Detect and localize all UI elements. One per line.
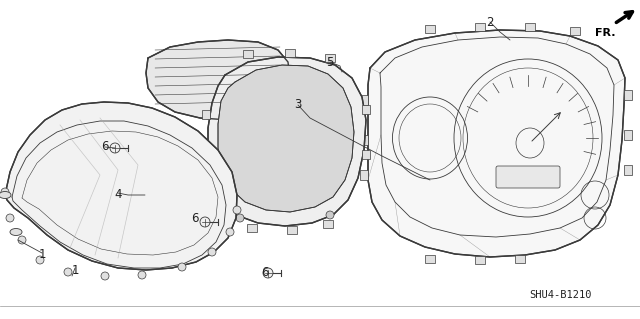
- Circle shape: [6, 214, 14, 222]
- Circle shape: [200, 217, 210, 227]
- Circle shape: [326, 211, 334, 219]
- Bar: [323, 220, 333, 228]
- Circle shape: [236, 214, 244, 222]
- Text: 6: 6: [261, 265, 269, 278]
- Text: 6: 6: [191, 211, 199, 225]
- Ellipse shape: [0, 191, 11, 198]
- Text: 1: 1: [38, 249, 45, 262]
- Polygon shape: [146, 40, 290, 120]
- Bar: [287, 226, 297, 234]
- Bar: [285, 49, 295, 57]
- Circle shape: [101, 272, 109, 280]
- Bar: [360, 95, 368, 105]
- Bar: [360, 170, 368, 180]
- Circle shape: [178, 263, 186, 271]
- Polygon shape: [368, 30, 625, 257]
- Bar: [475, 256, 485, 264]
- Bar: [362, 105, 370, 114]
- Text: 2: 2: [486, 16, 493, 28]
- Bar: [247, 224, 257, 232]
- FancyBboxPatch shape: [496, 166, 560, 188]
- Text: 1: 1: [71, 263, 79, 277]
- Polygon shape: [208, 57, 366, 226]
- Circle shape: [138, 271, 146, 279]
- Text: 4: 4: [115, 189, 122, 202]
- Circle shape: [110, 143, 120, 153]
- Bar: [362, 150, 370, 159]
- Bar: [425, 255, 435, 263]
- Bar: [624, 130, 632, 140]
- Circle shape: [226, 228, 234, 236]
- Text: 3: 3: [294, 99, 301, 112]
- Bar: [515, 255, 525, 263]
- Circle shape: [18, 236, 26, 244]
- Bar: [475, 23, 485, 31]
- Bar: [624, 165, 632, 175]
- Bar: [202, 153, 210, 162]
- Bar: [425, 25, 435, 33]
- Bar: [243, 50, 253, 58]
- Bar: [360, 135, 368, 145]
- Circle shape: [233, 206, 241, 214]
- Polygon shape: [218, 65, 354, 212]
- Text: 5: 5: [326, 56, 333, 69]
- Text: 6: 6: [101, 140, 109, 153]
- Polygon shape: [5, 102, 237, 270]
- Bar: [624, 90, 632, 100]
- Ellipse shape: [10, 228, 22, 235]
- Circle shape: [64, 268, 72, 276]
- Bar: [202, 110, 210, 119]
- Circle shape: [263, 268, 273, 278]
- Bar: [525, 23, 535, 31]
- Text: FR.: FR.: [595, 28, 615, 38]
- Circle shape: [208, 248, 216, 256]
- Text: SHU4-B1210: SHU4-B1210: [529, 290, 591, 300]
- Bar: [325, 54, 335, 62]
- Bar: [570, 27, 580, 35]
- Circle shape: [1, 188, 9, 196]
- Circle shape: [36, 256, 44, 264]
